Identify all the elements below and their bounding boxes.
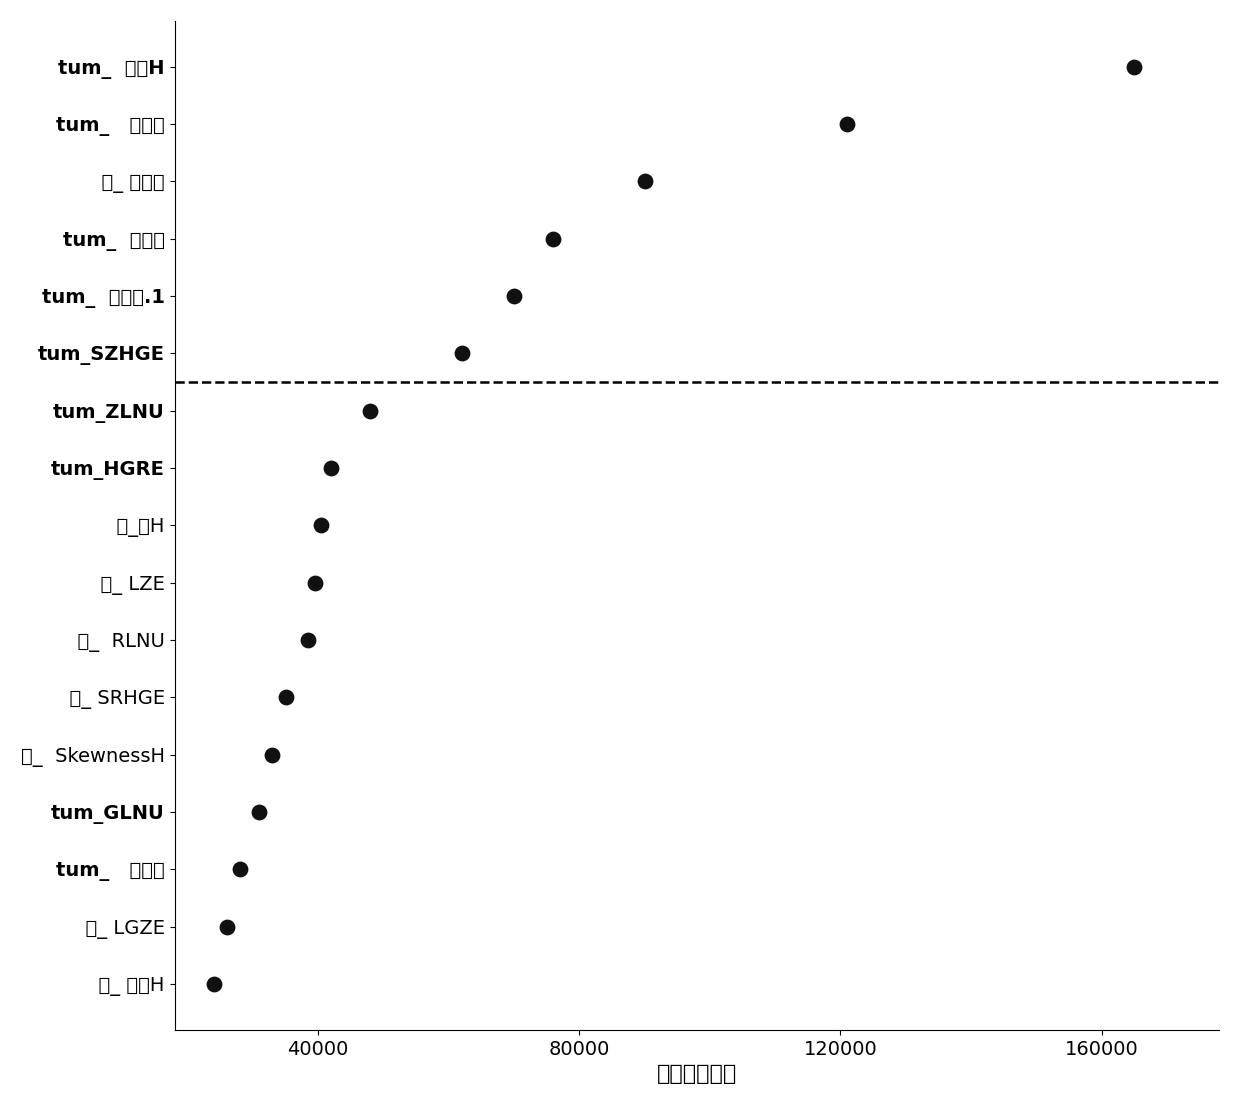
Point: [451, 345, 471, 362]
Point: [203, 976, 223, 993]
Point: [1125, 57, 1145, 75]
Point: [837, 115, 857, 133]
Point: [275, 688, 295, 706]
Point: [263, 746, 283, 764]
Point: [543, 230, 563, 248]
Point: [229, 861, 249, 878]
Point: [321, 460, 341, 477]
Point: [249, 803, 269, 821]
Point: [361, 402, 381, 420]
Point: [305, 573, 325, 591]
Point: [311, 516, 331, 534]
Point: [635, 172, 655, 190]
Point: [505, 287, 525, 305]
Point: [217, 918, 237, 936]
Point: [299, 631, 319, 649]
X-axis label: 增加节点纯度: 增加节点纯度: [657, 1064, 737, 1084]
